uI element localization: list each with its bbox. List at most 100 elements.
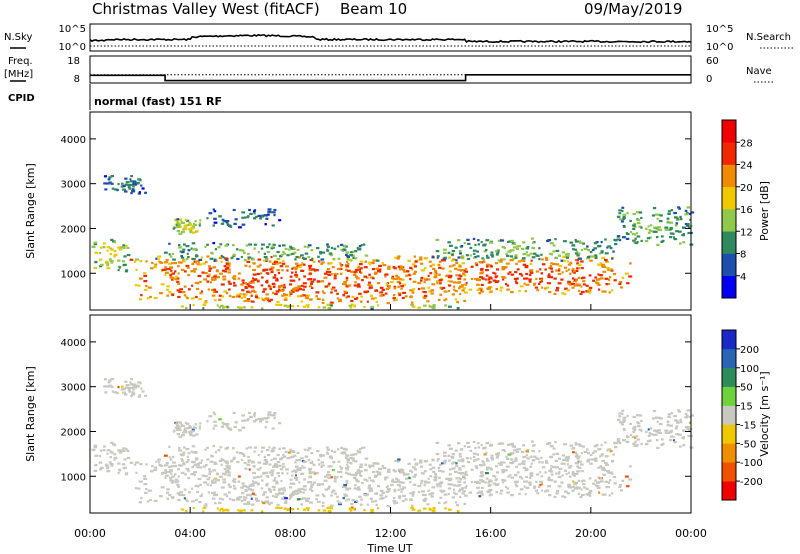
velocity-cell [289,495,293,498]
power-cell [359,271,363,274]
velocity-cell [443,502,446,505]
power-cell [619,286,624,289]
velocity-cell [388,489,391,492]
velocity-cell [461,465,465,468]
power-cell [253,290,257,293]
velocity-cell [177,498,181,502]
power-cell [645,227,648,230]
power-cell [387,265,391,268]
velocity-cell [586,460,590,463]
velocity-cell [345,471,348,474]
power-cell [528,273,532,277]
power-cell [251,258,255,261]
power-cell [436,256,439,259]
power-cell [225,263,229,266]
power-cell [181,221,185,224]
power-cell [330,246,333,249]
velocity-cell [447,487,452,490]
velocity-cell [218,418,222,421]
power-cell [453,285,456,288]
velocity-cell [123,466,127,469]
power-cell [580,285,583,288]
colorbar-tick-label: 28 [740,138,753,149]
velocity-cell [420,472,425,475]
power-cell [355,277,360,280]
velocity-cell [330,494,333,497]
velocity-cell [240,458,243,462]
power-cell [434,269,437,273]
power-cell [166,285,170,288]
velocity-cell [138,394,141,397]
power-cell [224,244,228,247]
power-cell [178,246,183,249]
power-cell [375,259,380,262]
velocity-cell [93,446,98,449]
velocity-cell [597,486,601,489]
power-cell [236,248,239,251]
velocity-cell [198,427,201,430]
velocity-cell [509,458,514,461]
power-cell [432,267,436,270]
power-cell [240,283,244,286]
power-cell [178,232,183,235]
power-cell [632,239,636,242]
colorbar-segment [722,462,736,482]
power-cell [297,265,302,269]
power-cell [432,304,436,307]
power-cell [497,259,501,262]
power-cell [670,209,674,212]
velocity-cell [397,458,401,461]
velocity-cell [267,411,272,414]
velocity-cell [307,508,310,512]
power-cell [481,290,484,293]
velocity-cell [484,481,487,484]
velocity-cell [347,487,352,490]
velocity-cell [214,502,217,505]
power-cell [216,304,219,307]
velocity-cell [682,435,685,439]
power-cell [447,241,451,244]
power-cell [257,251,260,254]
power-cell [473,256,476,259]
velocity-cell [409,481,412,484]
power-cell [346,258,350,261]
velocity-cell [326,506,331,509]
power-cell [231,276,235,279]
velocity-cell [354,478,358,481]
velocity-cell [478,490,483,493]
power-cell [237,272,241,275]
power-cell [113,241,117,244]
power-cell [187,256,190,259]
power-cell [286,254,290,257]
power-cell [679,242,682,245]
velocity-cell [503,479,507,482]
power-cell [563,266,568,269]
power-cell [294,258,297,261]
velocity-cell [232,411,236,415]
velocity-cell [682,437,685,440]
power-cell [494,280,499,284]
velocity-cell [604,441,607,444]
velocity-cell [206,458,210,461]
velocity-cell [439,496,443,499]
power-cell [462,269,466,272]
power-cell [321,261,325,264]
velocity-cell [490,454,494,457]
power-cell [456,281,460,284]
power-cell [507,272,510,275]
velocity-cell [445,501,448,504]
power-cell [237,306,240,309]
power-cell [191,225,195,228]
power-cell [419,258,423,261]
power-cell [564,287,568,290]
velocity-cell [171,475,175,478]
velocity-cell [297,459,301,462]
power-cell [170,269,173,272]
velocity-cell [499,492,503,495]
velocity-cell [549,470,553,473]
power-cell [185,258,189,261]
velocity-cell [225,461,228,465]
nsky-tick-bottom: 10^0 [59,42,86,53]
velocity-cell [253,420,256,423]
power-cell [555,289,559,292]
